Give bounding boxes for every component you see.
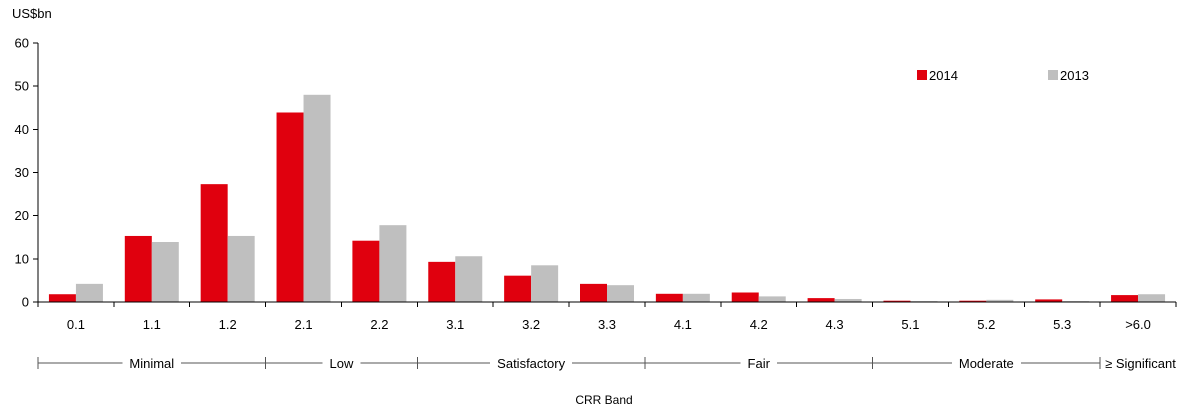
group-label: Moderate xyxy=(959,356,1014,371)
bar-2014-4.3 xyxy=(807,298,835,302)
x-axis-title: CRR Band xyxy=(575,393,632,407)
bar-2014-2.1 xyxy=(276,112,304,302)
legend: 2014 2013 xyxy=(917,68,1089,83)
bar-2014-1.2 xyxy=(200,184,228,302)
bar-2013-5.2 xyxy=(986,299,1014,302)
bar-2013-3.2 xyxy=(531,265,559,302)
x-tick-label: 5.3 xyxy=(1053,317,1071,332)
group-label: Fair xyxy=(748,356,771,371)
x-tick-label: 2.2 xyxy=(370,317,388,332)
y-tick-label: 20 xyxy=(15,208,29,223)
y-tick-label: 0 xyxy=(22,295,29,310)
bar-2013-0.1 xyxy=(75,283,103,302)
y-tick-label: 40 xyxy=(15,122,29,137)
x-tick-label: 3.2 xyxy=(522,317,540,332)
bar-2013-1.2 xyxy=(227,235,255,302)
bar-2014->6.0 xyxy=(1111,295,1139,302)
bar-2014-5.3 xyxy=(1035,299,1063,302)
bar-2014-0.1 xyxy=(48,294,76,302)
bar-2014-3.2 xyxy=(504,275,532,302)
group-label: ≥ Significant xyxy=(1105,356,1176,371)
legend-swatch-2014 xyxy=(917,70,927,80)
bar-2013-4.3 xyxy=(834,298,862,302)
x-tick-label: 3.1 xyxy=(446,317,464,332)
group-label: Minimal xyxy=(129,356,174,371)
bar-2014-5.1 xyxy=(883,300,911,302)
bar-2014-3.1 xyxy=(428,261,456,302)
bars xyxy=(48,94,1166,302)
bar-2013-1.1 xyxy=(151,241,179,302)
x-tick-label: 5.1 xyxy=(901,317,919,332)
y-tick-label: 60 xyxy=(15,36,29,51)
x-tick-label: 2.1 xyxy=(294,317,312,332)
legend-swatch-2013 xyxy=(1048,70,1058,80)
bar-2014-4.2 xyxy=(731,292,759,302)
bar-2013-3.1 xyxy=(455,256,483,302)
bar-2014-2.2 xyxy=(352,240,380,302)
x-tick-label: 1.2 xyxy=(219,317,237,332)
x-tick-label: 5.2 xyxy=(977,317,995,332)
x-tick-label: 1.1 xyxy=(143,317,161,332)
crr-group-brackets: Minimal Low Satisfactory Fair Moderate ≥ Sign… xyxy=(37,356,1176,371)
bar-2013-2.2 xyxy=(379,225,407,302)
legend-label-2013: 2013 xyxy=(1060,68,1089,83)
bar-2014-3.3 xyxy=(580,283,607,302)
y-tick-label: 50 xyxy=(15,79,29,94)
bar-2014-4.1 xyxy=(655,293,683,302)
y-axis: 0 10 20 30 40 50 60 xyxy=(15,36,39,310)
x-tick-label: 4.2 xyxy=(750,317,768,332)
bar-2014-5.2 xyxy=(959,300,987,302)
x-tick-label: 0.1 xyxy=(67,317,85,332)
bar-2013->6.0 xyxy=(1138,294,1166,302)
y-tick-label: 10 xyxy=(15,251,29,266)
legend-label-2014: 2014 xyxy=(929,68,958,83)
x-tick-label: 3.3 xyxy=(598,317,616,332)
bar-2013-4.1 xyxy=(682,293,710,302)
group-label: Satisfactory xyxy=(497,356,565,371)
x-tick-label: >6.0 xyxy=(1125,317,1151,332)
x-axis: 0.1 1.1 1.2 2.1 2.2 3.1 3.2 3.3 4.1 4.2 4.3 5.1 5.2 5… xyxy=(37,301,1177,332)
y-tick-label: 30 xyxy=(15,165,29,180)
group-label: Low xyxy=(330,356,354,371)
bar-2013-2.1 xyxy=(303,94,331,302)
x-tick-label: 4.1 xyxy=(674,317,692,332)
bar-2013-4.2 xyxy=(758,296,786,302)
bar-2013-3.3 xyxy=(607,285,634,302)
bar-2014-1.1 xyxy=(124,235,152,302)
y-axis-unit-label: US$bn xyxy=(12,6,52,21)
x-tick-label: 4.3 xyxy=(826,317,844,332)
